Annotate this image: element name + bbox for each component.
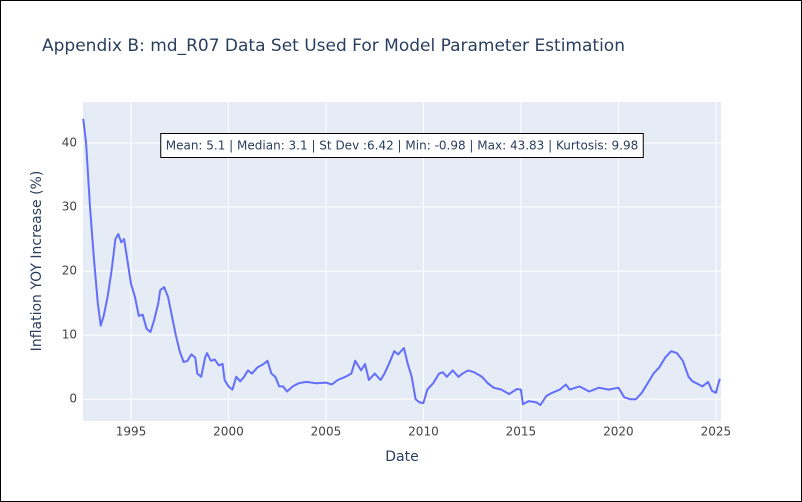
- x-tick-label: 2010: [408, 425, 439, 439]
- annotation-box: [160, 133, 644, 158]
- x-tick-label: 2015: [506, 425, 537, 439]
- y-tick-label: 20: [62, 264, 77, 278]
- x-tick-label: 2025: [701, 425, 732, 439]
- x-tick-label: 2000: [213, 425, 244, 439]
- chart-title: Appendix B: md_R07 Data Set Used For Mod…: [42, 36, 625, 56]
- annotation: Mean: 5.1 | Median: 3.1 | St Dev :6.42 |…: [166, 139, 639, 153]
- y-tick-label: 0: [69, 392, 77, 406]
- x-tick-label: 2005: [311, 425, 342, 439]
- y-tick-label: 10: [62, 328, 77, 342]
- x-axis-label: Date: [385, 449, 418, 465]
- x-tick-label: 1995: [116, 425, 147, 439]
- y-tick-label: 30: [62, 200, 77, 214]
- line-series: [82, 118, 721, 406]
- y-axis-label: Inflation YOY Increase (%): [29, 171, 45, 352]
- x-tick-label: 2020: [603, 425, 634, 439]
- y-tick-label: 40: [62, 135, 77, 149]
